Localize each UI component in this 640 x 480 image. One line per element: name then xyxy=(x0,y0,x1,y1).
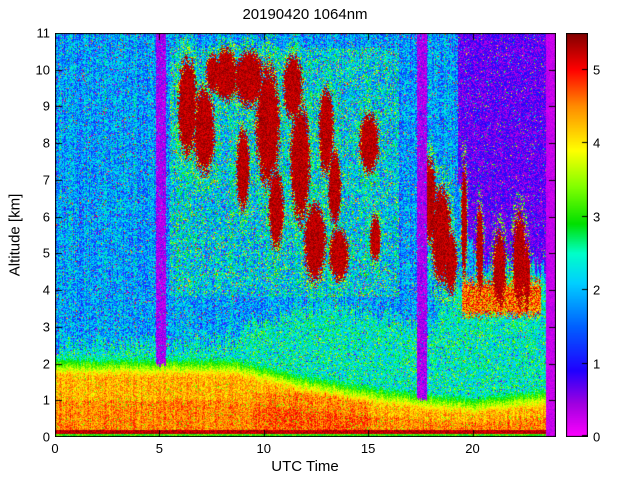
colorbar xyxy=(566,33,588,437)
x-axis-label: UTC Time xyxy=(271,458,339,475)
x-tick-label: 20 xyxy=(465,441,480,456)
heatmap-plot-area xyxy=(55,33,556,437)
y-tick-label: 1 xyxy=(42,392,50,408)
y-tick-label: 3 xyxy=(42,319,50,335)
y-tick-label: 2 xyxy=(42,356,50,372)
y-tick-label: 8 xyxy=(42,135,50,151)
x-tick-label: 5 xyxy=(155,441,163,456)
y-tick-label: 10 xyxy=(35,62,50,78)
y-tick-label: 7 xyxy=(42,172,50,188)
colorbar-tick-label: 2 xyxy=(593,282,601,298)
colorbar-tick-label: 1 xyxy=(593,356,601,372)
y-axis-label: Altitude [km] xyxy=(6,193,24,277)
x-tick-label: 0 xyxy=(51,441,59,456)
y-tick-label: 5 xyxy=(42,245,50,261)
y-tick-label: 11 xyxy=(36,25,51,41)
y-tick-label: 4 xyxy=(42,282,50,298)
chart-title: 20190420 1064nm xyxy=(242,6,368,23)
colorbar-tick-label: 5 xyxy=(593,62,601,78)
y-tick-label: 6 xyxy=(42,209,50,225)
colorbar-tick-label: 0 xyxy=(593,429,601,445)
colorbar-tick-label: 4 xyxy=(593,135,601,151)
x-tick-label: 15 xyxy=(360,441,376,456)
colorbar-tick-label: 3 xyxy=(593,209,601,225)
y-tick-label: 0 xyxy=(42,429,50,445)
x-tick-label: 10 xyxy=(256,441,271,456)
y-tick-label: 9 xyxy=(42,98,50,114)
